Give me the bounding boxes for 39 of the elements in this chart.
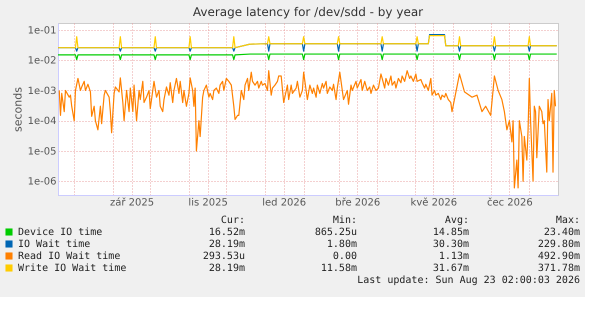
text: 28.19m	[208, 263, 245, 274]
y-tick-label: 1e-01	[28, 25, 56, 36]
text: 293.53u	[202, 251, 245, 262]
x-tick-label: led 2026	[262, 198, 306, 208]
text: 14.85m	[432, 227, 469, 238]
text: 23.40m	[544, 227, 580, 238]
text: 11.58m	[320, 263, 357, 274]
text: 1.13m	[438, 251, 469, 262]
y-axis-title: seconds	[12, 86, 25, 132]
text: 492.90m	[538, 251, 580, 262]
text: Cur:	[220, 215, 245, 226]
x-tick-label: lis 2025	[188, 198, 228, 208]
text: 229.80m	[538, 239, 580, 250]
y-tick-label: 1e-03	[28, 86, 56, 97]
chart-title: Average latency for /dev/sdd - by year	[192, 5, 424, 19]
y-tick-label: 1e-04	[28, 116, 56, 128]
text: 865.25u	[314, 227, 357, 238]
y-tick-label: 1e-06	[28, 176, 56, 188]
text: 28.19m	[208, 239, 245, 250]
x-tick-label: kvě 2026	[410, 198, 458, 208]
text: 16.52m	[208, 227, 245, 238]
x-tick-label: bře 2026	[335, 198, 380, 208]
legend-label: IO Wait time	[18, 239, 90, 250]
text: Max:	[556, 215, 580, 226]
y-tick-label: 1e-02	[28, 56, 56, 67]
text: Min:	[332, 215, 357, 226]
legend-label: Device IO time	[18, 227, 102, 238]
legend-label: Write IO Wait time	[18, 263, 126, 274]
text: 371.78m	[538, 263, 580, 274]
y-tick-label: 1e-05	[28, 146, 56, 158]
text: 0.00	[332, 251, 357, 262]
text: Avg:	[444, 215, 469, 226]
text: 31.67m	[432, 263, 469, 274]
text: Last update: Sun Aug 23 02:00:03 2026	[357, 275, 580, 286]
x-tick-label: zář 2025	[110, 198, 154, 208]
legend-label: Read IO Wait time	[18, 251, 120, 262]
x-tick-label: čec 2026	[486, 198, 533, 208]
text: 1.80m	[326, 239, 357, 250]
text: 30.30m	[432, 239, 469, 250]
